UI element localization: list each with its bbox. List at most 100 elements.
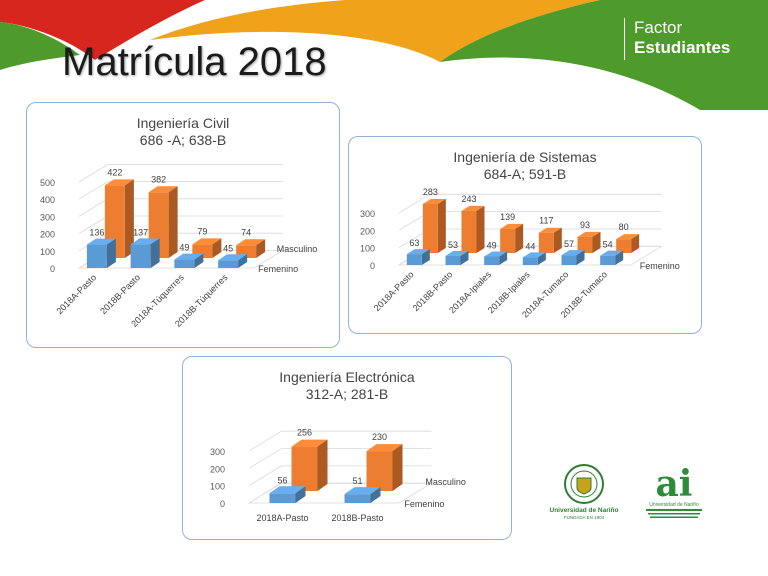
bar-femenino-side xyxy=(421,249,430,265)
bar-femenino-front xyxy=(269,493,296,503)
x-tick-label: 2018A-Pasto xyxy=(372,269,416,313)
gridline xyxy=(78,198,109,217)
data-label: 57 xyxy=(564,239,574,249)
bar-masculino-front xyxy=(577,236,593,253)
bar-femenino-side xyxy=(499,251,508,265)
ai-logo-sub: Universidad de Nariño xyxy=(649,502,699,508)
bar-femenino xyxy=(218,254,248,268)
bar-femenino-side xyxy=(537,252,546,265)
bar-femenino-side xyxy=(460,250,469,265)
bar-masculino-front xyxy=(616,239,632,253)
y-tick-label: 100 xyxy=(40,247,55,257)
bar-femenino-top xyxy=(406,249,430,255)
bar-femenino-side xyxy=(615,250,624,265)
universidad-narino-logo: Universidad de Nariño FUNDADA EN 1904 xyxy=(550,464,619,520)
data-label: 45 xyxy=(223,243,233,253)
bar-masculino-top xyxy=(577,231,601,237)
bar-femenino-side xyxy=(370,487,381,503)
data-label: 137 xyxy=(133,227,148,237)
data-label: 80 xyxy=(619,222,629,232)
data-label: 44 xyxy=(525,241,535,251)
bar-femenino xyxy=(600,250,624,265)
bar-femenino-side xyxy=(194,253,204,268)
data-label: 117 xyxy=(539,216,553,226)
bar-femenino-top xyxy=(269,486,306,494)
bar-femenino-side xyxy=(238,254,248,268)
bar-masculino-side xyxy=(392,444,403,491)
page-title: Matrícula 2018 xyxy=(62,40,327,84)
series-label: Femenino xyxy=(640,261,680,271)
bar-femenino-top xyxy=(561,250,585,256)
data-label: 93 xyxy=(580,220,590,230)
bar-masculino-top xyxy=(104,179,134,186)
bar-femenino-front xyxy=(406,254,422,265)
bar-masculino xyxy=(366,444,403,491)
data-label: 256 xyxy=(297,428,312,438)
bar-masculino-top xyxy=(148,186,178,193)
bar-masculino-side xyxy=(515,223,524,253)
bar-femenino xyxy=(522,252,546,265)
bar-masculino-side xyxy=(631,234,640,253)
y-tick-label: 100 xyxy=(210,482,225,492)
data-label: 54 xyxy=(603,240,613,250)
series-label: Femenino xyxy=(258,264,298,274)
bar-femenino-side xyxy=(295,486,306,503)
data-label: 422 xyxy=(107,167,122,177)
x-tick-label: 2018A-Pasto xyxy=(54,272,98,316)
bar-masculino xyxy=(577,231,601,253)
bar-femenino-top xyxy=(600,250,624,256)
y-tick-label: 200 xyxy=(210,464,225,474)
factor-estudiantes-brand: Factor Estudiantes xyxy=(624,12,754,68)
banner-red-shape xyxy=(0,0,205,60)
data-label: 51 xyxy=(352,476,362,486)
bar-masculino-top xyxy=(192,238,222,245)
gridline xyxy=(248,430,282,452)
bar-femenino xyxy=(344,487,381,503)
x-tick-label: 2018B-Pasto xyxy=(331,513,383,523)
data-label: 74 xyxy=(241,227,251,237)
banner-green-right-shape xyxy=(440,0,768,110)
bar-femenino-top xyxy=(445,250,469,256)
y-tick-label: 500 xyxy=(40,178,55,188)
bar-femenino-top xyxy=(86,238,116,245)
banner-orange-shape xyxy=(150,0,600,62)
data-label: 230 xyxy=(372,432,387,442)
x-tick-label: 2018B-Pasto xyxy=(98,272,142,316)
bar-femenino-front xyxy=(600,255,616,265)
bar-masculino-front xyxy=(366,451,393,491)
series-label: Femenino xyxy=(404,499,444,509)
chart-subtitle: 312-A; 281-B xyxy=(305,386,389,402)
bar-masculino xyxy=(616,234,640,253)
bar-femenino-top xyxy=(484,251,508,257)
bar-femenino-front xyxy=(561,255,577,265)
data-label: 283 xyxy=(423,187,438,197)
y-tick-label: 200 xyxy=(40,230,55,240)
bar-femenino-side xyxy=(150,238,160,268)
brand-line-2: Estudiantes xyxy=(634,38,731,57)
bar-masculino-front xyxy=(291,446,318,491)
y-tick-label: 0 xyxy=(370,261,375,271)
bar-masculino-side xyxy=(212,238,222,258)
bar-masculino-top xyxy=(538,227,562,233)
acreditacion-ai-logo: ai Universidad de Nariño xyxy=(646,463,702,518)
brand-divider xyxy=(624,18,625,60)
bar-femenino-front xyxy=(484,256,500,265)
bar-femenino xyxy=(484,251,508,265)
y-tick-label: 300 xyxy=(210,447,225,457)
bar-femenino-top xyxy=(344,487,381,495)
bar-femenino-top xyxy=(174,253,204,260)
bar-masculino-front xyxy=(500,228,516,253)
chart-electronica: 0 100 200 300 256 56 2018A-Pasto 230 51 2018B-Pas… xyxy=(210,428,466,523)
bar-masculino-top xyxy=(616,234,640,240)
chart-panel-civil: Ingeniería Civil 686 -A; 638-B 0 100 200 30… xyxy=(26,102,340,348)
data-label: 382 xyxy=(151,174,166,184)
bar-femenino-front xyxy=(522,257,538,265)
bar-masculino-top xyxy=(236,239,266,246)
x-tick-label: 2018A-Pasto xyxy=(256,513,308,523)
bar-masculino xyxy=(422,198,446,253)
data-label: 63 xyxy=(409,238,419,248)
gridline xyxy=(248,465,282,487)
chart-sistemas: 0100200300283632018A-Pasto243532018B-Pas… xyxy=(360,187,680,320)
data-label: 56 xyxy=(277,475,287,485)
bar-masculino xyxy=(461,205,485,253)
